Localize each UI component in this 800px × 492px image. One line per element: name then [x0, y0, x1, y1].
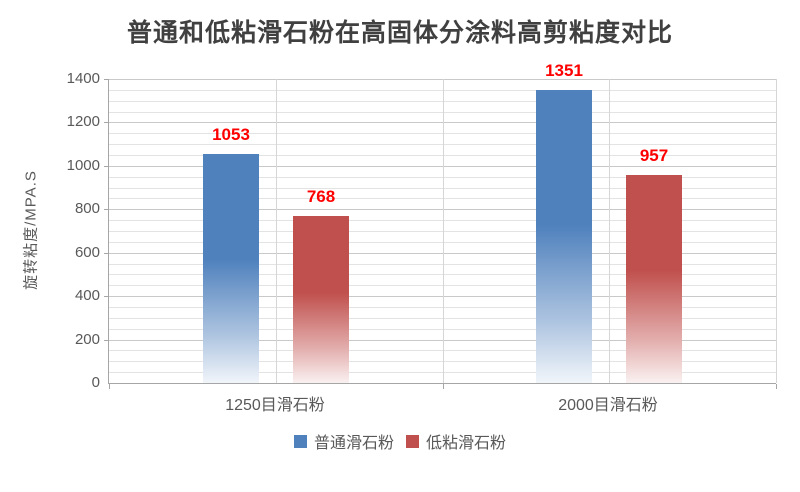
y-tick-label: 600: [74, 244, 100, 261]
y-tick-label: 400: [74, 287, 100, 304]
horizontal-gridline: [109, 79, 776, 80]
horizontal-gridline: [109, 340, 776, 341]
y-tick-label: 1000: [66, 157, 100, 174]
y-tick-label: 1400: [66, 70, 100, 87]
vertical-gridline: [776, 79, 777, 383]
horizontal-gridline: [109, 177, 776, 178]
vertical-gridline: [443, 79, 444, 383]
plot-area: 1053 1351 768 957: [104, 61, 777, 389]
horizontal-gridline: [109, 242, 776, 243]
bar-series1-cat0: [293, 216, 349, 383]
vertical-gridline: [276, 79, 277, 383]
horizontal-gridline: [109, 133, 776, 134]
bar-series0-cat0: [203, 154, 259, 383]
y-axis-tick-mark: [104, 122, 108, 123]
legend-swatch: [406, 434, 419, 448]
x-axis-tick-mark: [443, 384, 444, 389]
vertical-gridline: [609, 79, 610, 383]
horizontal-gridline: [109, 220, 776, 221]
horizontal-gridline: [109, 90, 776, 91]
horizontal-gridline: [109, 101, 776, 102]
x-category-label: 1250目滑石粉: [225, 397, 325, 414]
legend-item: 低粘滑石粉: [406, 429, 506, 453]
legend-swatch: [293, 434, 307, 448]
chart-title: 普通和低粘滑石粉在高固体分涂料高剪粘度对比: [126, 20, 673, 47]
horizontal-gridline: [109, 155, 776, 156]
bar-series1-cat1: [626, 175, 682, 383]
horizontal-gridline: [109, 188, 776, 189]
y-tick-label: 0: [91, 374, 100, 391]
legend-item: 普通滑石粉: [293, 429, 394, 453]
horizontal-gridline: [109, 231, 776, 232]
horizontal-gridline: [109, 296, 776, 297]
horizontal-gridline: [109, 166, 776, 167]
y-axis-tick-mark: [104, 340, 108, 341]
horizontal-gridline: [109, 112, 776, 113]
y-tick-label: 1200: [66, 113, 100, 130]
value-label: 768: [306, 187, 336, 206]
x-category-label: 2000目滑石粉: [558, 397, 658, 414]
horizontal-gridline: [109, 264, 776, 265]
legend: 普通滑石粉 低粘滑石粉: [0, 429, 800, 453]
legend-label: 普通滑石粉: [313, 435, 394, 452]
bar-series0-cat1: [536, 90, 592, 383]
value-label: 957: [639, 146, 669, 165]
y-axis-tick-mark: [104, 209, 108, 210]
horizontal-gridline: [109, 372, 776, 373]
horizontal-gridline: [109, 122, 776, 123]
horizontal-gridline: [109, 285, 776, 286]
horizontal-gridline: [109, 144, 776, 145]
value-label: 1351: [545, 61, 583, 80]
horizontal-gridline: [109, 274, 776, 275]
horizontal-gridline: [109, 253, 776, 254]
y-tick-label: 800: [74, 200, 100, 217]
horizontal-gridline: [109, 307, 776, 308]
y-axis-tick-mark: [104, 79, 108, 80]
x-axis-tick-mark: [109, 384, 110, 389]
y-axis-tick-mark: [104, 166, 108, 167]
horizontal-gridline: [109, 209, 776, 210]
horizontal-gridline: [109, 198, 776, 199]
y-axis-tick-mark: [104, 253, 108, 254]
y-tick-label: 200: [74, 331, 100, 348]
x-axis-tick-mark: [776, 384, 777, 389]
legend-label: 低粘滑石粉: [426, 435, 507, 452]
horizontal-gridline: [109, 329, 776, 330]
horizontal-gridline: [109, 318, 776, 319]
value-label: 1053: [212, 125, 250, 144]
y-axis-tick-mark: [104, 296, 108, 297]
y-axis-tick-labels: 0 200 400 600 800 1000 1200 1400: [0, 0, 100, 492]
horizontal-gridline: [109, 350, 776, 351]
horizontal-gridline: [109, 361, 776, 362]
